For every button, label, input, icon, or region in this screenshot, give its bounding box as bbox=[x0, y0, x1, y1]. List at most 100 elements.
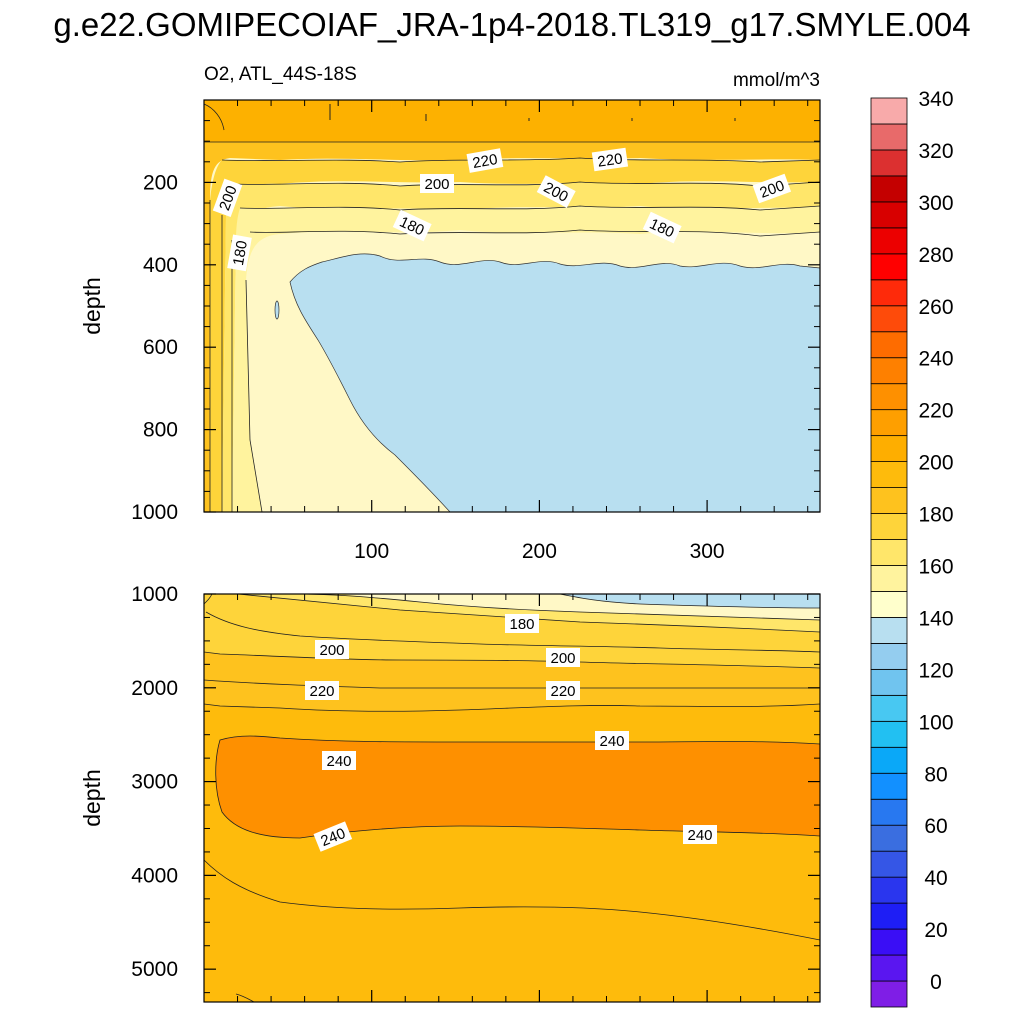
y-tick-label: 4000 bbox=[131, 864, 178, 887]
colorbar-box bbox=[870, 409, 908, 437]
colorbar-box bbox=[870, 798, 908, 826]
x-tick-label: 200 bbox=[522, 540, 557, 563]
low-oxygen-patch bbox=[274, 300, 280, 320]
colorbar-box bbox=[870, 694, 908, 722]
colorbar-labels: 3403203002802602402202001801601401201008… bbox=[918, 88, 953, 994]
colorbar-label: 160 bbox=[918, 555, 953, 578]
colorbar-box bbox=[870, 201, 908, 229]
colorbar-box bbox=[870, 980, 908, 1008]
colorbar-box bbox=[870, 617, 908, 644]
colorbar-box bbox=[870, 435, 908, 462]
colorbar-box bbox=[870, 668, 908, 696]
y-tick-label: 2000 bbox=[131, 677, 178, 700]
y-tick-label: 600 bbox=[143, 336, 178, 359]
contour-190-vertical bbox=[245, 279, 263, 513]
colorbar-label: 180 bbox=[918, 504, 953, 527]
colorbar-label: 340 bbox=[918, 88, 953, 111]
colorbar-box bbox=[870, 487, 908, 514]
colorbar-box bbox=[870, 279, 908, 307]
colorbar-boxes bbox=[870, 97, 908, 1008]
oxygen-max-core-240 bbox=[215, 735, 821, 839]
surface-marks bbox=[329, 104, 736, 121]
band-170-lower bbox=[560, 594, 820, 608]
contour-label-240: 240 bbox=[599, 733, 624, 750]
colorbar-box bbox=[870, 772, 908, 800]
y-tick-label: 3000 bbox=[131, 771, 178, 794]
contour-220-lower bbox=[203, 703, 821, 712]
colorbar-box bbox=[870, 850, 908, 878]
lower-panel: 180 200 200 220 220 240 240 240 240 1000… bbox=[79, 583, 821, 1003]
colorbar-label: 20 bbox=[924, 919, 947, 942]
contour-200-lower bbox=[203, 651, 821, 669]
lower-axis-ticks: 1000 2000 3000 4000 5000 bbox=[131, 583, 820, 1002]
y-tick-label: 800 bbox=[143, 419, 178, 442]
upper-left-label: O2, ATL_44S-18S bbox=[204, 64, 357, 85]
colorbar-box bbox=[870, 902, 908, 930]
colorbar: 3403203002802602402202001801601401201008… bbox=[870, 88, 954, 1008]
surface-band-240 bbox=[204, 100, 820, 142]
colorbar-box bbox=[870, 928, 908, 956]
colorbar-box bbox=[870, 720, 908, 748]
y-tick-label: 200 bbox=[143, 171, 178, 194]
upper-y-axis-title: depth bbox=[79, 277, 105, 335]
contour-label-240: 240 bbox=[326, 753, 351, 770]
contour-195-lower bbox=[205, 611, 821, 653]
colorbar-box bbox=[870, 123, 908, 151]
lower-plot-frame bbox=[203, 593, 821, 1003]
upper-units-label: mmol/m^3 bbox=[733, 70, 820, 91]
colorbar-label: 240 bbox=[918, 348, 953, 371]
colorbar-box bbox=[870, 357, 908, 385]
colorbar-label: 200 bbox=[918, 452, 953, 475]
colorbar-box bbox=[870, 954, 908, 982]
colorbar-box bbox=[870, 643, 908, 670]
colorbar-label: 40 bbox=[924, 867, 947, 890]
colorbar-box bbox=[870, 175, 908, 203]
colorbar-box bbox=[870, 383, 908, 411]
contour-label-220: 220 bbox=[471, 151, 499, 172]
contour-210-lower bbox=[203, 679, 820, 689]
colorbar-box bbox=[870, 331, 908, 359]
colorbar-label: 280 bbox=[918, 244, 953, 267]
figure-title: g.e22.GOMIPECOIAF_JRA-1p4-2018.TL319_g17… bbox=[53, 6, 971, 43]
colorbar-box bbox=[870, 97, 908, 125]
colorbar-label: 60 bbox=[924, 815, 947, 838]
colorbar-label: 300 bbox=[918, 192, 953, 215]
colorbar-box bbox=[870, 253, 908, 281]
colorbar-label: 0 bbox=[930, 971, 942, 994]
contour-corner-top bbox=[203, 593, 213, 605]
colorbar-box bbox=[870, 746, 908, 774]
y-tick-label: 1000 bbox=[131, 501, 178, 524]
contour-label-180: 180 bbox=[230, 239, 251, 267]
contour-label-180: 180 bbox=[509, 616, 534, 633]
lower-contour-labels: 180 200 200 220 220 240 240 240 240 bbox=[305, 614, 717, 852]
low-oxygen-region bbox=[289, 253, 821, 513]
contour-label-220: 220 bbox=[596, 150, 623, 170]
colorbar-box bbox=[870, 876, 908, 904]
colorbar-box bbox=[870, 513, 908, 540]
contour-label-200: 200 bbox=[550, 650, 575, 667]
lower-y-axis-title: depth bbox=[79, 769, 105, 827]
colorbar-box bbox=[870, 461, 908, 488]
y-tick-label: 400 bbox=[143, 254, 178, 277]
colorbar-label: 80 bbox=[924, 763, 947, 786]
x-tick-label: 300 bbox=[690, 540, 725, 563]
colorbar-box bbox=[870, 539, 908, 566]
y-tick-label: 5000 bbox=[131, 958, 178, 981]
x-tick-label: 100 bbox=[354, 540, 389, 563]
contour-label-220: 220 bbox=[550, 683, 575, 700]
colorbar-box bbox=[870, 565, 908, 592]
upper-axis-ticks: 100 200 300 200 400 600 800 1000 bbox=[131, 100, 820, 563]
contour-label-220: 220 bbox=[309, 683, 334, 700]
colorbar-box bbox=[870, 824, 908, 852]
colorbar-label: 260 bbox=[918, 296, 953, 319]
upper-panel: 220 220 200 200 200 200 180 180 180 100 2… bbox=[79, 64, 821, 563]
colorbar-box bbox=[870, 591, 908, 618]
y-tick-label: 1000 bbox=[131, 583, 178, 606]
colorbar-label: 100 bbox=[918, 711, 953, 734]
contour-label-200: 200 bbox=[424, 176, 449, 193]
colorbar-label: 220 bbox=[918, 400, 953, 423]
contour-label-200: 200 bbox=[319, 642, 344, 659]
colorbar-box bbox=[870, 227, 908, 255]
contour-180-lower bbox=[289, 593, 821, 621]
colorbar-label: 120 bbox=[918, 659, 953, 682]
